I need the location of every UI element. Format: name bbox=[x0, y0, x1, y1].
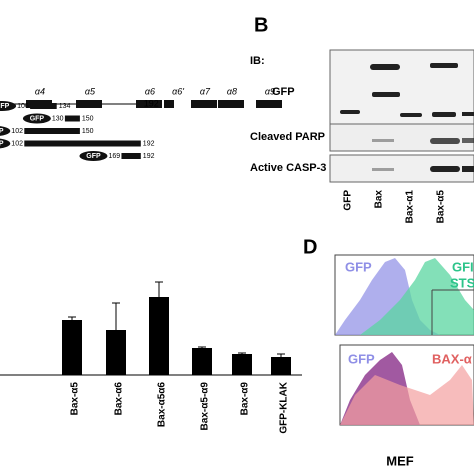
domain-label: α5 bbox=[85, 86, 96, 96]
helix bbox=[76, 100, 102, 108]
domain-label: α6' bbox=[172, 86, 184, 96]
bar bbox=[271, 357, 291, 375]
residue: 192 bbox=[144, 98, 159, 108]
panel-label: B bbox=[254, 14, 268, 36]
residue: 150 bbox=[82, 128, 94, 135]
legend-label: BAX-α bbox=[432, 351, 472, 366]
gfp-tag-label: GFP bbox=[0, 103, 10, 110]
gfp-tag-label: GFP bbox=[0, 140, 4, 147]
gfp-tag-label: GFP bbox=[30, 115, 45, 122]
construct bbox=[24, 128, 80, 134]
residue: 102 bbox=[11, 140, 23, 147]
x-tick-label: Bax-α5 bbox=[70, 382, 81, 416]
x-axis-label: MEF bbox=[386, 453, 414, 468]
domain-label: α9 bbox=[265, 86, 275, 96]
lane-label: Bax bbox=[374, 190, 385, 209]
domain-label: α6 bbox=[145, 86, 155, 96]
gfp-label: GFP bbox=[272, 86, 295, 98]
construct bbox=[30, 103, 57, 109]
bar bbox=[62, 320, 82, 375]
hist-sts bbox=[360, 258, 474, 335]
bar bbox=[192, 348, 212, 375]
residue: 106 bbox=[17, 103, 29, 110]
residue: 192 bbox=[143, 153, 155, 160]
bar bbox=[149, 297, 169, 375]
helix bbox=[191, 100, 217, 108]
gfp-tag bbox=[22, 113, 51, 124]
gfp-tag bbox=[79, 151, 108, 161]
construct bbox=[64, 115, 80, 122]
bands bbox=[340, 63, 474, 172]
residue: 192 bbox=[143, 140, 155, 147]
helix bbox=[218, 100, 244, 108]
residue: 134 bbox=[59, 103, 71, 110]
construct bbox=[121, 153, 141, 159]
casp-label: Active CASP-3 bbox=[250, 162, 326, 174]
x-tick-label: Bax-α6 bbox=[114, 382, 125, 416]
ib-label: IB: bbox=[250, 55, 265, 67]
gfp-tag-label: GFP bbox=[86, 153, 101, 160]
legend-label: GFP bbox=[348, 351, 375, 366]
helix bbox=[256, 100, 282, 108]
legend-label: GFI bbox=[452, 259, 474, 274]
domain-label: α4 bbox=[35, 86, 45, 96]
gfp-tag-label: GFP bbox=[0, 128, 4, 135]
x-tick-label: Bax-α9 bbox=[240, 382, 251, 416]
gfp-tag bbox=[0, 138, 11, 149]
residue: 102 bbox=[11, 128, 23, 135]
domain-label: α7 bbox=[200, 86, 211, 96]
gfp-tag bbox=[0, 101, 17, 111]
bar bbox=[232, 354, 252, 375]
lane-label: Bax-α5 bbox=[436, 190, 447, 224]
gfp-tag bbox=[0, 126, 11, 136]
x-tick-label: Bax-α5-α9 bbox=[200, 382, 211, 431]
panel-label: D bbox=[303, 236, 317, 258]
domain-label: α8 bbox=[227, 86, 237, 96]
construct bbox=[24, 140, 141, 147]
helix bbox=[136, 100, 162, 108]
hist-bax bbox=[340, 365, 474, 425]
lane-label: GFP bbox=[343, 190, 354, 211]
legend-label: GFP bbox=[345, 259, 372, 274]
residue: 130 bbox=[52, 115, 64, 122]
x-tick-label: Bax-α5α6 bbox=[157, 382, 168, 428]
residue: 150 bbox=[82, 115, 94, 122]
bar bbox=[106, 330, 126, 375]
legend-label: STS bbox=[450, 275, 474, 290]
residue: 169 bbox=[108, 153, 120, 160]
helix bbox=[164, 100, 174, 108]
blot-parp bbox=[329, 123, 474, 152]
x-tick-label: GFP-KLAK bbox=[279, 381, 290, 433]
parp-label: Cleaved PARP bbox=[250, 131, 325, 143]
lane-label: Bax-α1 bbox=[405, 190, 416, 224]
